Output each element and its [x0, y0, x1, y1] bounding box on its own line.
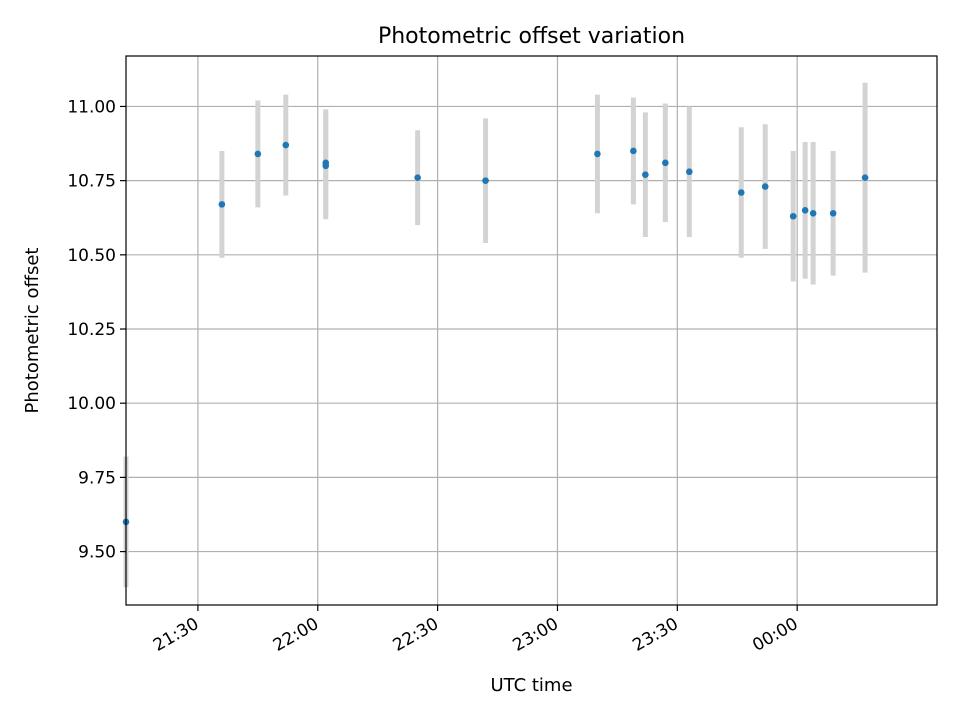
- y-axis-ticks: 9.50 9.75 10.00 10.25 10.50 10.75 11.00: [67, 97, 126, 563]
- data-point: [761, 183, 769, 190]
- data-point: [789, 212, 797, 220]
- x-axis-label: UTC time: [490, 675, 572, 696]
- grid-layer: [126, 56, 937, 605]
- data-point: [829, 209, 837, 217]
- data-point: [414, 174, 421, 181]
- data-point: [218, 201, 226, 208]
- data-point: [737, 189, 745, 196]
- data-point: [642, 171, 649, 179]
- data-point: [482, 177, 489, 184]
- y-tick-label: 10.00: [67, 394, 116, 414]
- data-point: [861, 174, 869, 181]
- y-tick-label: 9.50: [78, 543, 116, 563]
- y-tick-label: 10.50: [67, 246, 116, 266]
- data-point: [594, 150, 601, 158]
- y-tick-label: 10.75: [67, 172, 116, 192]
- point-layer: [122, 141, 869, 526]
- y-tick-label: 9.75: [78, 468, 116, 488]
- data-point: [282, 141, 290, 149]
- y-tick-label: 10.25: [67, 320, 116, 340]
- y-axis-label: Photometric offset: [22, 248, 43, 414]
- data-point: [809, 209, 817, 217]
- y-tick-label: 11.00: [67, 97, 116, 117]
- data-point: [801, 207, 809, 214]
- plot-frame: [125, 55, 938, 606]
- data-point: [662, 159, 669, 167]
- chart-title: Photometric offset variation: [378, 24, 685, 49]
- data-point: [630, 147, 637, 155]
- data-point: [322, 159, 330, 167]
- data-point: [686, 168, 693, 176]
- data-point: [254, 150, 262, 158]
